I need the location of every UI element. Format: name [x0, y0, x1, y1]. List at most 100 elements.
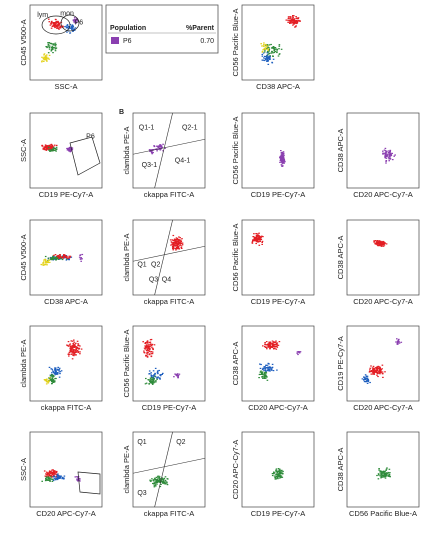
event-dot [72, 352, 75, 354]
event-dot [46, 472, 49, 474]
event-dot [281, 153, 284, 155]
event-dot [177, 375, 179, 378]
event-dot [70, 26, 73, 28]
event-dot [383, 473, 385, 475]
plot-panel: CD19 PE-Cy7-A CD56 Pacific Blue-A [231, 112, 315, 199]
event-dot [76, 340, 79, 342]
event-dot [150, 378, 152, 380]
event-dot [268, 50, 270, 52]
event-dot [54, 369, 57, 371]
event-dot [367, 379, 370, 382]
event-dot [151, 347, 154, 349]
event-dot [381, 245, 384, 247]
event-dot [163, 483, 166, 485]
event-dot [377, 372, 379, 374]
event-dot [280, 470, 282, 472]
event-dot [381, 472, 384, 474]
event-dot [381, 373, 384, 375]
event-dot [389, 149, 392, 151]
event-dot [47, 476, 50, 478]
event-dot [62, 257, 64, 259]
x-axis-label: CD38 APC-A [44, 297, 88, 306]
event-dot [63, 475, 66, 477]
event-dot [294, 18, 296, 20]
event-dot [175, 237, 178, 239]
event-dot [76, 476, 78, 478]
event-dot [69, 255, 72, 257]
event-dot [175, 247, 178, 249]
event-dot [267, 57, 269, 59]
event-dot [68, 257, 70, 259]
event-dot [156, 150, 158, 152]
event-dot [390, 155, 392, 157]
event-dot [46, 60, 48, 62]
gate-label: Q1 [137, 439, 146, 446]
event-dot [391, 152, 393, 154]
event-dot [159, 144, 161, 146]
event-dot [261, 372, 263, 374]
event-dot [68, 258, 70, 260]
event-dot [50, 23, 53, 25]
event-dot [373, 373, 376, 375]
event-dot [48, 477, 51, 479]
event-dot [364, 374, 367, 376]
event-dot [48, 381, 50, 383]
event-dot [75, 22, 77, 24]
event-dot [262, 374, 264, 376]
x-axis-label: CD19 PE-Cy7-A [39, 190, 94, 199]
event-dot [266, 44, 269, 46]
event-dot [152, 479, 155, 481]
event-dot [150, 355, 153, 357]
event-dot [57, 23, 59, 25]
event-dot [155, 481, 158, 483]
event-dot [262, 59, 265, 61]
event-dot [373, 241, 375, 243]
event-dot [267, 54, 269, 56]
event-dot [375, 243, 377, 245]
x-axis-label: CD38 APC-A [256, 82, 300, 91]
event-dot [295, 21, 297, 23]
event-dot [51, 149, 53, 151]
event-dot [174, 373, 176, 375]
event-dot [52, 52, 54, 54]
event-dot [52, 472, 54, 475]
event-dot [259, 238, 261, 240]
event-dot [382, 476, 384, 478]
event-dot [74, 19, 77, 21]
plot-frame [29, 325, 103, 402]
event-dot [179, 242, 181, 244]
event-dot [262, 377, 264, 379]
event-dot [72, 350, 75, 352]
event-dot [155, 476, 158, 478]
event-dot [51, 147, 53, 149]
event-dot [144, 348, 146, 350]
event-dot [80, 260, 82, 262]
event-dot [150, 351, 153, 353]
event-dot [278, 44, 281, 46]
event-dot [77, 351, 80, 353]
event-dot [365, 381, 367, 383]
event-dot [379, 470, 382, 472]
event-dot [172, 244, 175, 246]
event-dot [45, 383, 48, 385]
event-dot [156, 377, 158, 379]
event-dot [277, 473, 279, 475]
event-dot [382, 376, 384, 378]
event-dot [73, 349, 76, 351]
quadrant-line [132, 138, 206, 155]
gate-label: Q2 [176, 439, 185, 446]
event-dot [272, 345, 275, 347]
event-dot [265, 45, 267, 47]
event-dot [44, 57, 46, 59]
y-axis-label: CD56 Pacific Blue-A [122, 330, 131, 398]
event-dot [144, 345, 146, 347]
event-dot [159, 374, 161, 376]
plot-frame [241, 325, 315, 402]
event-dot [384, 156, 386, 158]
event-dot [175, 239, 178, 241]
event-dot [156, 372, 159, 374]
event-dot [51, 370, 54, 372]
event-dot [146, 356, 149, 358]
event-dot [55, 371, 57, 373]
plot-panel: CD19 PE-Cy7-A CD56 Pacific Blue-A [231, 219, 315, 306]
